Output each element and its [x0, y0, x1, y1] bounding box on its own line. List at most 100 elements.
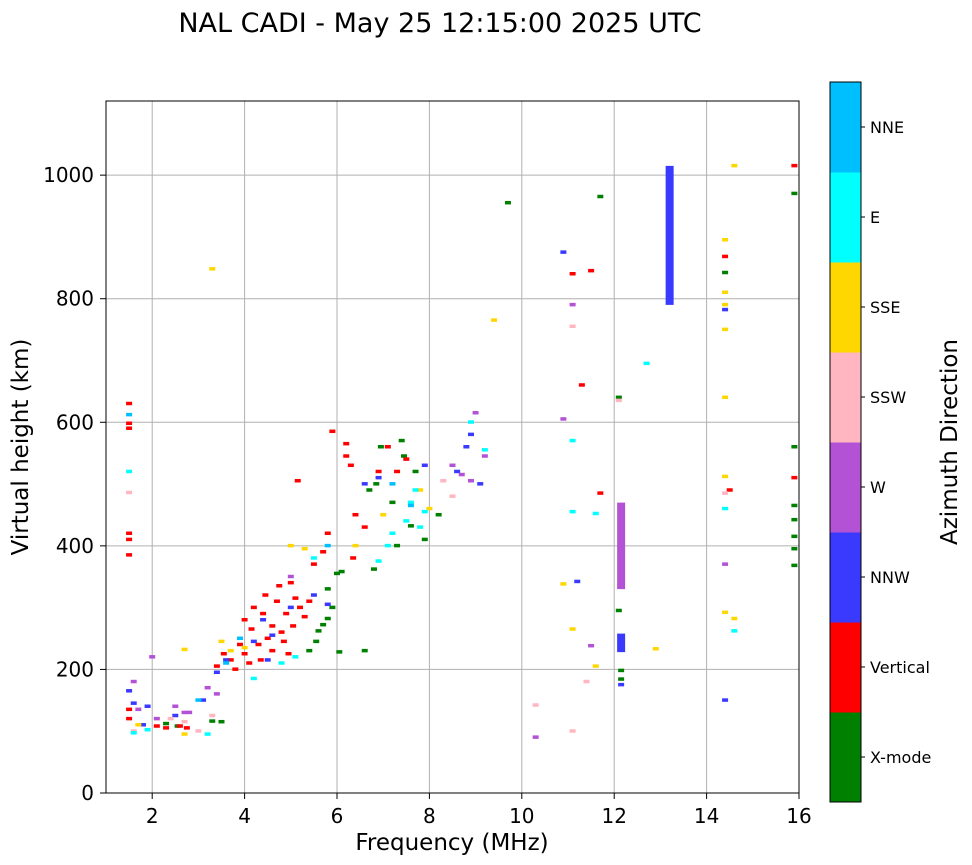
data-point — [249, 627, 255, 631]
y-tick-label: 800 — [56, 287, 94, 311]
data-point — [380, 513, 386, 517]
data-point — [791, 192, 797, 196]
data-point — [436, 513, 442, 517]
y-axis-label: Virtual height (km) — [8, 339, 34, 556]
data-point — [295, 479, 301, 483]
data-point — [352, 544, 358, 548]
data-point — [320, 550, 326, 554]
data-point — [385, 544, 391, 548]
data-point — [583, 680, 589, 684]
data-point — [505, 201, 511, 205]
data-point — [394, 470, 400, 474]
data-point — [644, 362, 650, 366]
data-point — [126, 538, 132, 542]
data-point — [570, 325, 576, 329]
x-tick-label: 16 — [786, 804, 811, 828]
data-point — [242, 618, 248, 622]
data-point — [616, 399, 622, 403]
x-tick-label: 8 — [423, 804, 436, 828]
data-point — [135, 708, 141, 712]
data-point — [533, 703, 539, 707]
data-point — [482, 448, 488, 452]
data-point — [618, 669, 624, 673]
x-axis-ticks: 2 4 6 8 10 12 14 16 — [146, 793, 812, 828]
data-point — [731, 629, 737, 633]
data-point — [290, 624, 296, 628]
data-point — [579, 383, 585, 387]
data-point — [459, 473, 465, 477]
data-point — [389, 482, 395, 486]
chart-title: NAL CADI - May 25 12:15:00 2025 UTC — [178, 8, 701, 39]
colorbar-tick-label: X-mode — [870, 748, 931, 767]
data-column — [666, 166, 674, 305]
data-point — [288, 606, 294, 610]
data-point — [126, 708, 132, 712]
data-point — [399, 439, 405, 443]
data-point — [168, 717, 174, 721]
data-point — [454, 470, 460, 474]
data-point — [376, 470, 382, 474]
data-point — [219, 720, 225, 724]
data-point — [722, 308, 728, 312]
data-point — [297, 606, 303, 610]
data-point — [450, 464, 456, 468]
colorbar-tick-label: NNW — [870, 568, 910, 587]
data-point — [791, 504, 797, 508]
data-point — [722, 507, 728, 511]
data-point — [228, 649, 234, 653]
data-point — [343, 454, 349, 458]
data-point — [722, 698, 728, 702]
data-point — [131, 731, 137, 735]
data-point — [791, 564, 797, 568]
data-point — [126, 532, 132, 536]
data-point — [177, 724, 183, 728]
data-point — [265, 658, 271, 662]
colorbar-swatch — [830, 622, 861, 713]
data-point — [221, 652, 227, 656]
data-point — [276, 584, 282, 588]
data-point — [722, 255, 728, 259]
data-point — [288, 581, 294, 585]
data-point — [325, 617, 331, 621]
data-point — [311, 562, 317, 566]
colorbar-swatch — [830, 262, 861, 353]
data-point — [616, 396, 622, 400]
data-point — [722, 475, 728, 479]
data-point — [316, 629, 322, 633]
y-tick-label: 1000 — [43, 163, 94, 187]
colorbar-label: Azimuth Direction — [937, 339, 963, 545]
data-point — [403, 519, 409, 523]
data-point — [281, 640, 287, 644]
data-point — [269, 649, 275, 653]
data-point — [209, 719, 215, 723]
data-point — [408, 524, 414, 528]
data-point — [311, 593, 317, 597]
data-point — [242, 652, 248, 656]
colorbar-tick-label: W — [870, 478, 886, 497]
data-point — [285, 652, 291, 656]
data-point — [292, 655, 298, 659]
data-point — [260, 612, 266, 616]
data-point — [269, 633, 275, 637]
data-point — [292, 596, 298, 600]
colorbar-tick-label: SSE — [870, 298, 900, 317]
data-point — [214, 692, 220, 696]
data-point — [251, 606, 257, 610]
data-point — [184, 726, 190, 730]
data-point — [182, 648, 188, 652]
data-point — [727, 488, 733, 492]
data-point — [329, 430, 335, 434]
colorbar-tick-label: SSW — [870, 388, 906, 407]
data-point — [135, 723, 141, 727]
y-tick-label: 400 — [56, 534, 94, 558]
data-point — [450, 494, 456, 498]
data-point — [306, 649, 312, 653]
data-point — [468, 420, 474, 424]
data-point — [426, 507, 432, 511]
data-point — [422, 510, 428, 514]
data-point — [653, 647, 659, 651]
data-point — [722, 611, 728, 615]
data-point — [722, 396, 728, 400]
data-point — [195, 698, 201, 702]
data-point — [131, 680, 137, 684]
